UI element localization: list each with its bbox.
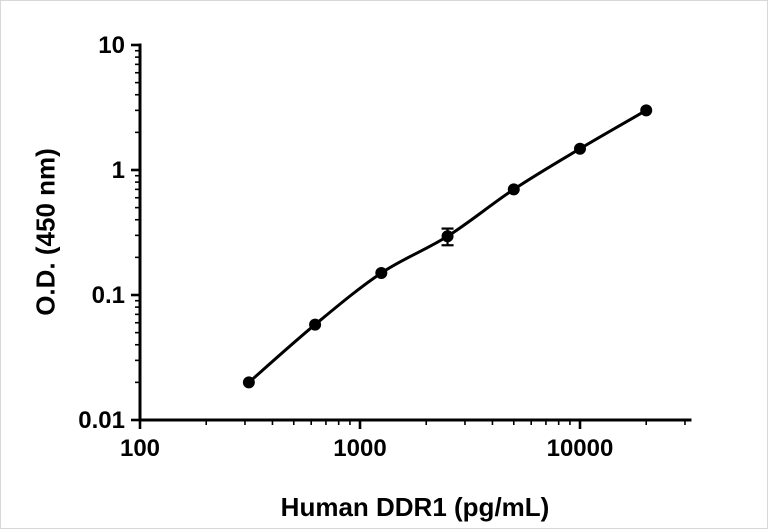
x-tick-label: 100 <box>120 435 160 462</box>
data-point-marker <box>375 266 388 279</box>
data-point-marker <box>573 142 586 155</box>
y-tick-label: 0.01 <box>78 407 125 434</box>
data-point-marker <box>640 104 653 117</box>
y-tick-label: 10 <box>98 32 125 59</box>
major-ticks <box>131 43 582 429</box>
data-points <box>242 104 653 389</box>
minor-ticks <box>135 49 686 425</box>
y-tick-label: 0.1 <box>92 282 125 309</box>
data-point-marker <box>242 376 255 389</box>
data-point-marker <box>441 230 454 243</box>
data-point-marker <box>507 183 520 196</box>
axis-spines <box>138 43 692 422</box>
y-tick-label: 1 <box>112 157 125 184</box>
y-axis-title: O.D. (450 nm) <box>30 148 61 316</box>
x-tick-label: 1000 <box>333 435 386 462</box>
fit-curve <box>247 109 647 384</box>
tick-labels: 100 1000 10000 0.01 0.1 1 10 <box>78 32 613 462</box>
x-tick-label: 10000 <box>547 435 614 462</box>
data-point-marker <box>309 318 322 331</box>
x-axis-title: Human DDR1 (pg/mL) <box>280 492 550 522</box>
